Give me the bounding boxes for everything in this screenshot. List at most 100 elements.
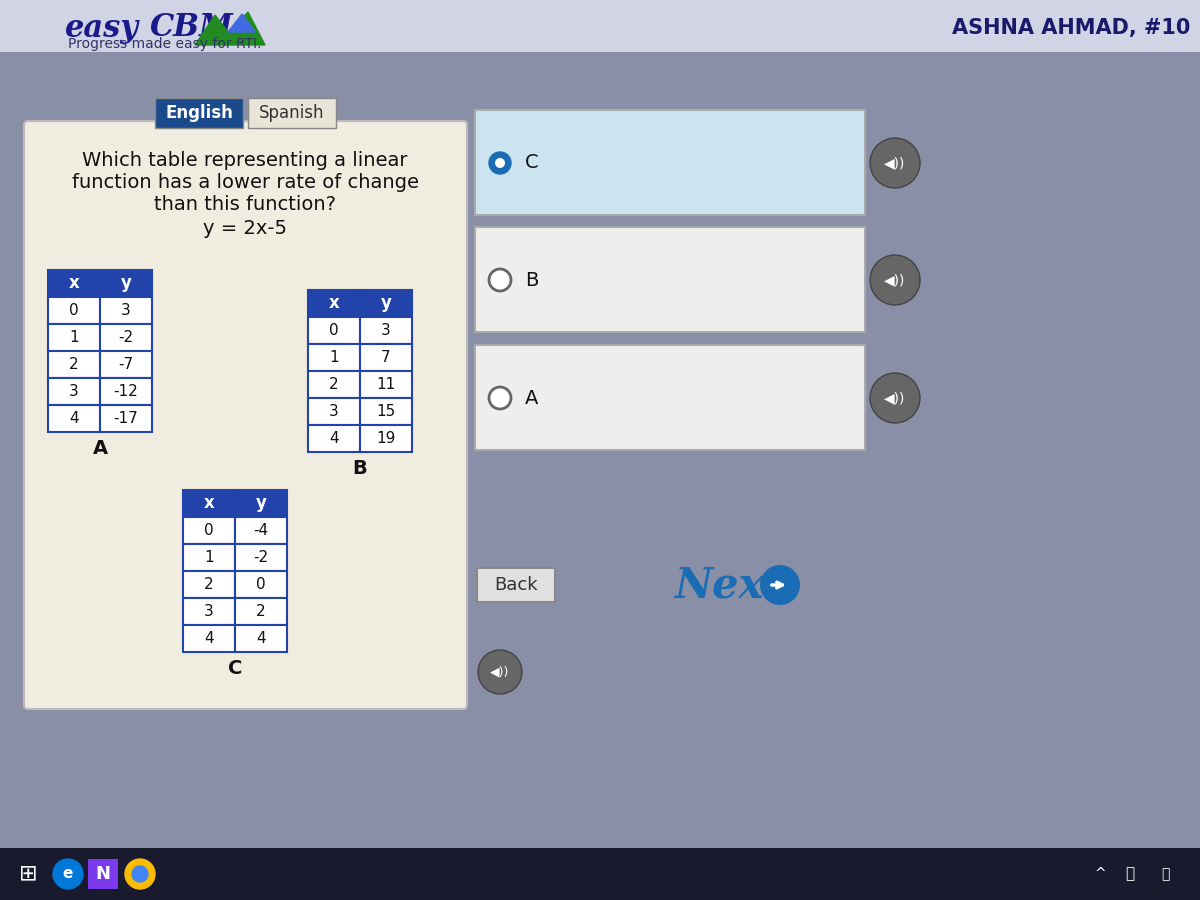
Text: B: B — [353, 458, 367, 478]
Text: B: B — [526, 271, 539, 290]
Text: A: A — [92, 438, 108, 457]
Bar — [308, 371, 360, 398]
Text: 11: 11 — [377, 377, 396, 392]
Text: 4: 4 — [256, 631, 266, 646]
Text: 0: 0 — [70, 303, 79, 318]
FancyBboxPatch shape — [24, 121, 467, 709]
Circle shape — [132, 866, 148, 882]
Text: ◀)): ◀)) — [491, 665, 510, 679]
Text: N: N — [96, 865, 110, 883]
Circle shape — [478, 650, 522, 694]
Text: 0: 0 — [204, 523, 214, 538]
Bar — [475, 345, 865, 450]
Text: ^: ^ — [1094, 867, 1106, 881]
Bar — [235, 544, 287, 571]
Text: 3: 3 — [382, 323, 391, 338]
Text: e: e — [62, 867, 73, 881]
Text: than this function?: than this function? — [154, 194, 336, 213]
Text: -2: -2 — [253, 550, 269, 565]
Text: x: x — [329, 294, 340, 312]
Circle shape — [490, 269, 511, 291]
Bar — [235, 490, 287, 517]
Bar — [48, 297, 100, 324]
Bar — [360, 344, 412, 371]
Bar — [182, 571, 235, 598]
Text: ◀)): ◀)) — [884, 156, 906, 170]
Bar — [100, 378, 152, 405]
Text: 4: 4 — [204, 631, 214, 646]
Bar — [308, 344, 360, 371]
Text: Spanish: Spanish — [259, 104, 325, 122]
Text: easy: easy — [65, 13, 139, 43]
Bar — [182, 490, 235, 517]
Text: A: A — [526, 389, 539, 408]
Circle shape — [870, 255, 920, 305]
Text: Which table representing a linear: Which table representing a linear — [83, 150, 408, 169]
Text: y = 2x-5: y = 2x-5 — [203, 219, 287, 238]
Text: Back: Back — [494, 576, 538, 594]
Bar — [360, 290, 412, 317]
Text: 2: 2 — [256, 604, 266, 619]
Text: y: y — [380, 294, 391, 312]
Text: ⊞: ⊞ — [19, 864, 37, 884]
Text: -17: -17 — [114, 411, 138, 426]
Bar — [48, 270, 100, 297]
Text: 0: 0 — [256, 577, 266, 592]
Bar — [0, 848, 1200, 900]
Bar — [308, 398, 360, 425]
Bar — [100, 324, 152, 351]
Bar — [100, 351, 152, 378]
Text: ◀)): ◀)) — [884, 273, 906, 287]
Text: x: x — [204, 494, 215, 512]
Bar — [235, 625, 287, 652]
Bar — [182, 544, 235, 571]
Circle shape — [125, 859, 155, 889]
Bar — [235, 517, 287, 544]
Bar — [88, 859, 118, 889]
Bar — [100, 270, 152, 297]
Text: 2: 2 — [329, 377, 338, 392]
Bar — [475, 110, 865, 215]
Bar — [100, 405, 152, 432]
Bar — [360, 317, 412, 344]
Bar — [182, 598, 235, 625]
Circle shape — [496, 158, 505, 168]
Text: 3: 3 — [204, 604, 214, 619]
Text: y: y — [120, 274, 132, 292]
Text: 19: 19 — [377, 431, 396, 446]
Text: 1: 1 — [329, 350, 338, 365]
Bar — [48, 405, 100, 432]
Text: ASHNA AHMAD, #10: ASHNA AHMAD, #10 — [952, 18, 1190, 38]
Circle shape — [53, 859, 83, 889]
Text: 4: 4 — [329, 431, 338, 446]
Bar — [360, 398, 412, 425]
Bar — [48, 351, 100, 378]
Polygon shape — [194, 12, 265, 45]
Text: 3: 3 — [121, 303, 131, 318]
Text: ◀)): ◀)) — [884, 391, 906, 405]
Text: function has a lower rate of change: function has a lower rate of change — [72, 173, 419, 192]
Text: C: C — [228, 659, 242, 678]
Text: -7: -7 — [119, 357, 133, 372]
Bar — [155, 98, 242, 128]
Bar — [308, 290, 360, 317]
Circle shape — [490, 152, 511, 174]
Circle shape — [490, 387, 511, 409]
Bar — [360, 371, 412, 398]
Text: Next: Next — [673, 564, 782, 606]
Bar — [0, 0, 1200, 52]
Bar — [235, 598, 287, 625]
Text: 2: 2 — [70, 357, 79, 372]
Text: 1: 1 — [204, 550, 214, 565]
Bar — [308, 425, 360, 452]
Text: 7: 7 — [382, 350, 391, 365]
Text: 3: 3 — [70, 384, 79, 399]
Text: 15: 15 — [377, 404, 396, 419]
Bar — [100, 297, 152, 324]
Text: 1: 1 — [70, 330, 79, 345]
Text: 🔊: 🔊 — [1126, 867, 1134, 881]
Text: 📶: 📶 — [1160, 867, 1169, 881]
Text: 2: 2 — [204, 577, 214, 592]
Text: x: x — [68, 274, 79, 292]
Text: 0: 0 — [329, 323, 338, 338]
